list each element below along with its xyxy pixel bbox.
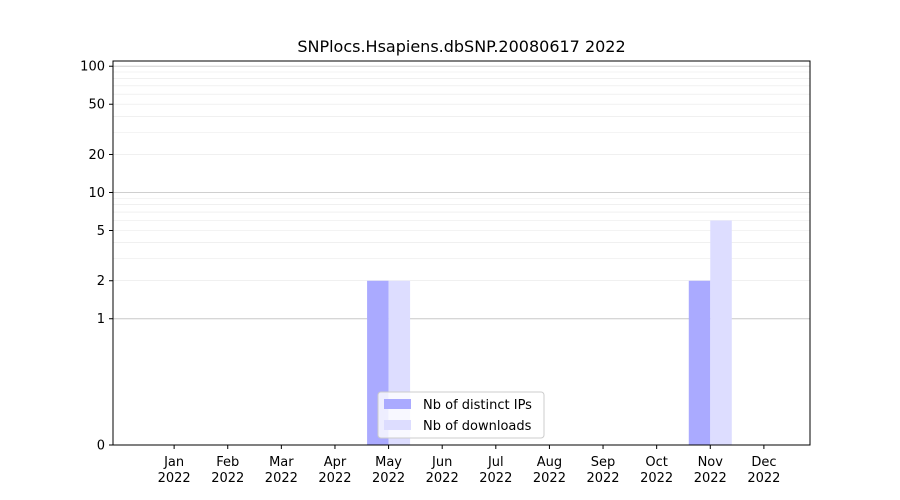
grid-lines	[113, 65, 810, 320]
y-tick-label: 50	[88, 98, 105, 113]
legend-label: Nb of downloads	[423, 419, 532, 434]
x-tick-label-year: 2022	[747, 471, 780, 486]
x-tick-label: Feb	[216, 455, 239, 470]
chart-title: SNPlocs.Hsapiens.dbSNP.20080617 2022	[297, 37, 625, 56]
x-tick-label-year: 2022	[265, 471, 298, 486]
x-tick-label-year: 2022	[211, 471, 244, 486]
y-tick-label: 10	[88, 186, 105, 201]
x-tick-label-year: 2022	[158, 471, 191, 486]
y-tick-label: 100	[80, 60, 105, 75]
x-tick-label-year: 2022	[318, 471, 351, 486]
x-tick-label: Mar	[269, 455, 294, 470]
y-tick-label: 20	[88, 148, 105, 163]
plot-area-frame	[112, 60, 811, 446]
y-tick-label: 2	[97, 274, 105, 289]
x-tick-label-year: 2022	[533, 471, 566, 486]
x-tick-label: Oct	[645, 455, 667, 470]
x-tick-label-year: 2022	[372, 471, 405, 486]
bar-downloads	[710, 220, 732, 445]
bar-distinct-ips	[688, 280, 711, 445]
legend-swatch	[384, 420, 411, 430]
x-tick-label-year: 2022	[586, 471, 619, 486]
x-tick-label: Apr	[324, 455, 347, 470]
legend-swatch	[384, 399, 411, 409]
x-axis: Jan2022Feb2022Mar2022Apr2022May2022Jun20…	[158, 445, 780, 486]
x-tick-label: Aug	[537, 455, 562, 470]
legend-box	[377, 391, 545, 439]
y-axis: 0 1 2 5 10 20 50 100	[80, 60, 113, 454]
x-tick-label: Nov	[698, 455, 724, 470]
x-tick-label-year: 2022	[426, 471, 459, 486]
x-tick-label: May	[375, 455, 402, 470]
y-tick-label: 5	[97, 224, 105, 239]
x-tick-label: Dec	[751, 455, 776, 470]
legend: Nb of distinct IPs Nb of downloads	[377, 391, 545, 439]
bars	[367, 220, 732, 445]
x-tick-label-year: 2022	[479, 471, 512, 486]
x-tick-label: Jun	[431, 455, 452, 470]
y-tick-label: 0	[97, 439, 105, 454]
x-tick-label-year: 2022	[640, 471, 673, 486]
x-tick-label: Jul	[487, 455, 504, 470]
y-tick-label: 1	[97, 312, 105, 327]
x-tick-label: Sep	[591, 455, 616, 470]
legend-label: Nb of distinct IPs	[423, 398, 532, 413]
x-tick-label: Jan	[163, 455, 184, 470]
x-tick-label-year: 2022	[694, 471, 727, 486]
